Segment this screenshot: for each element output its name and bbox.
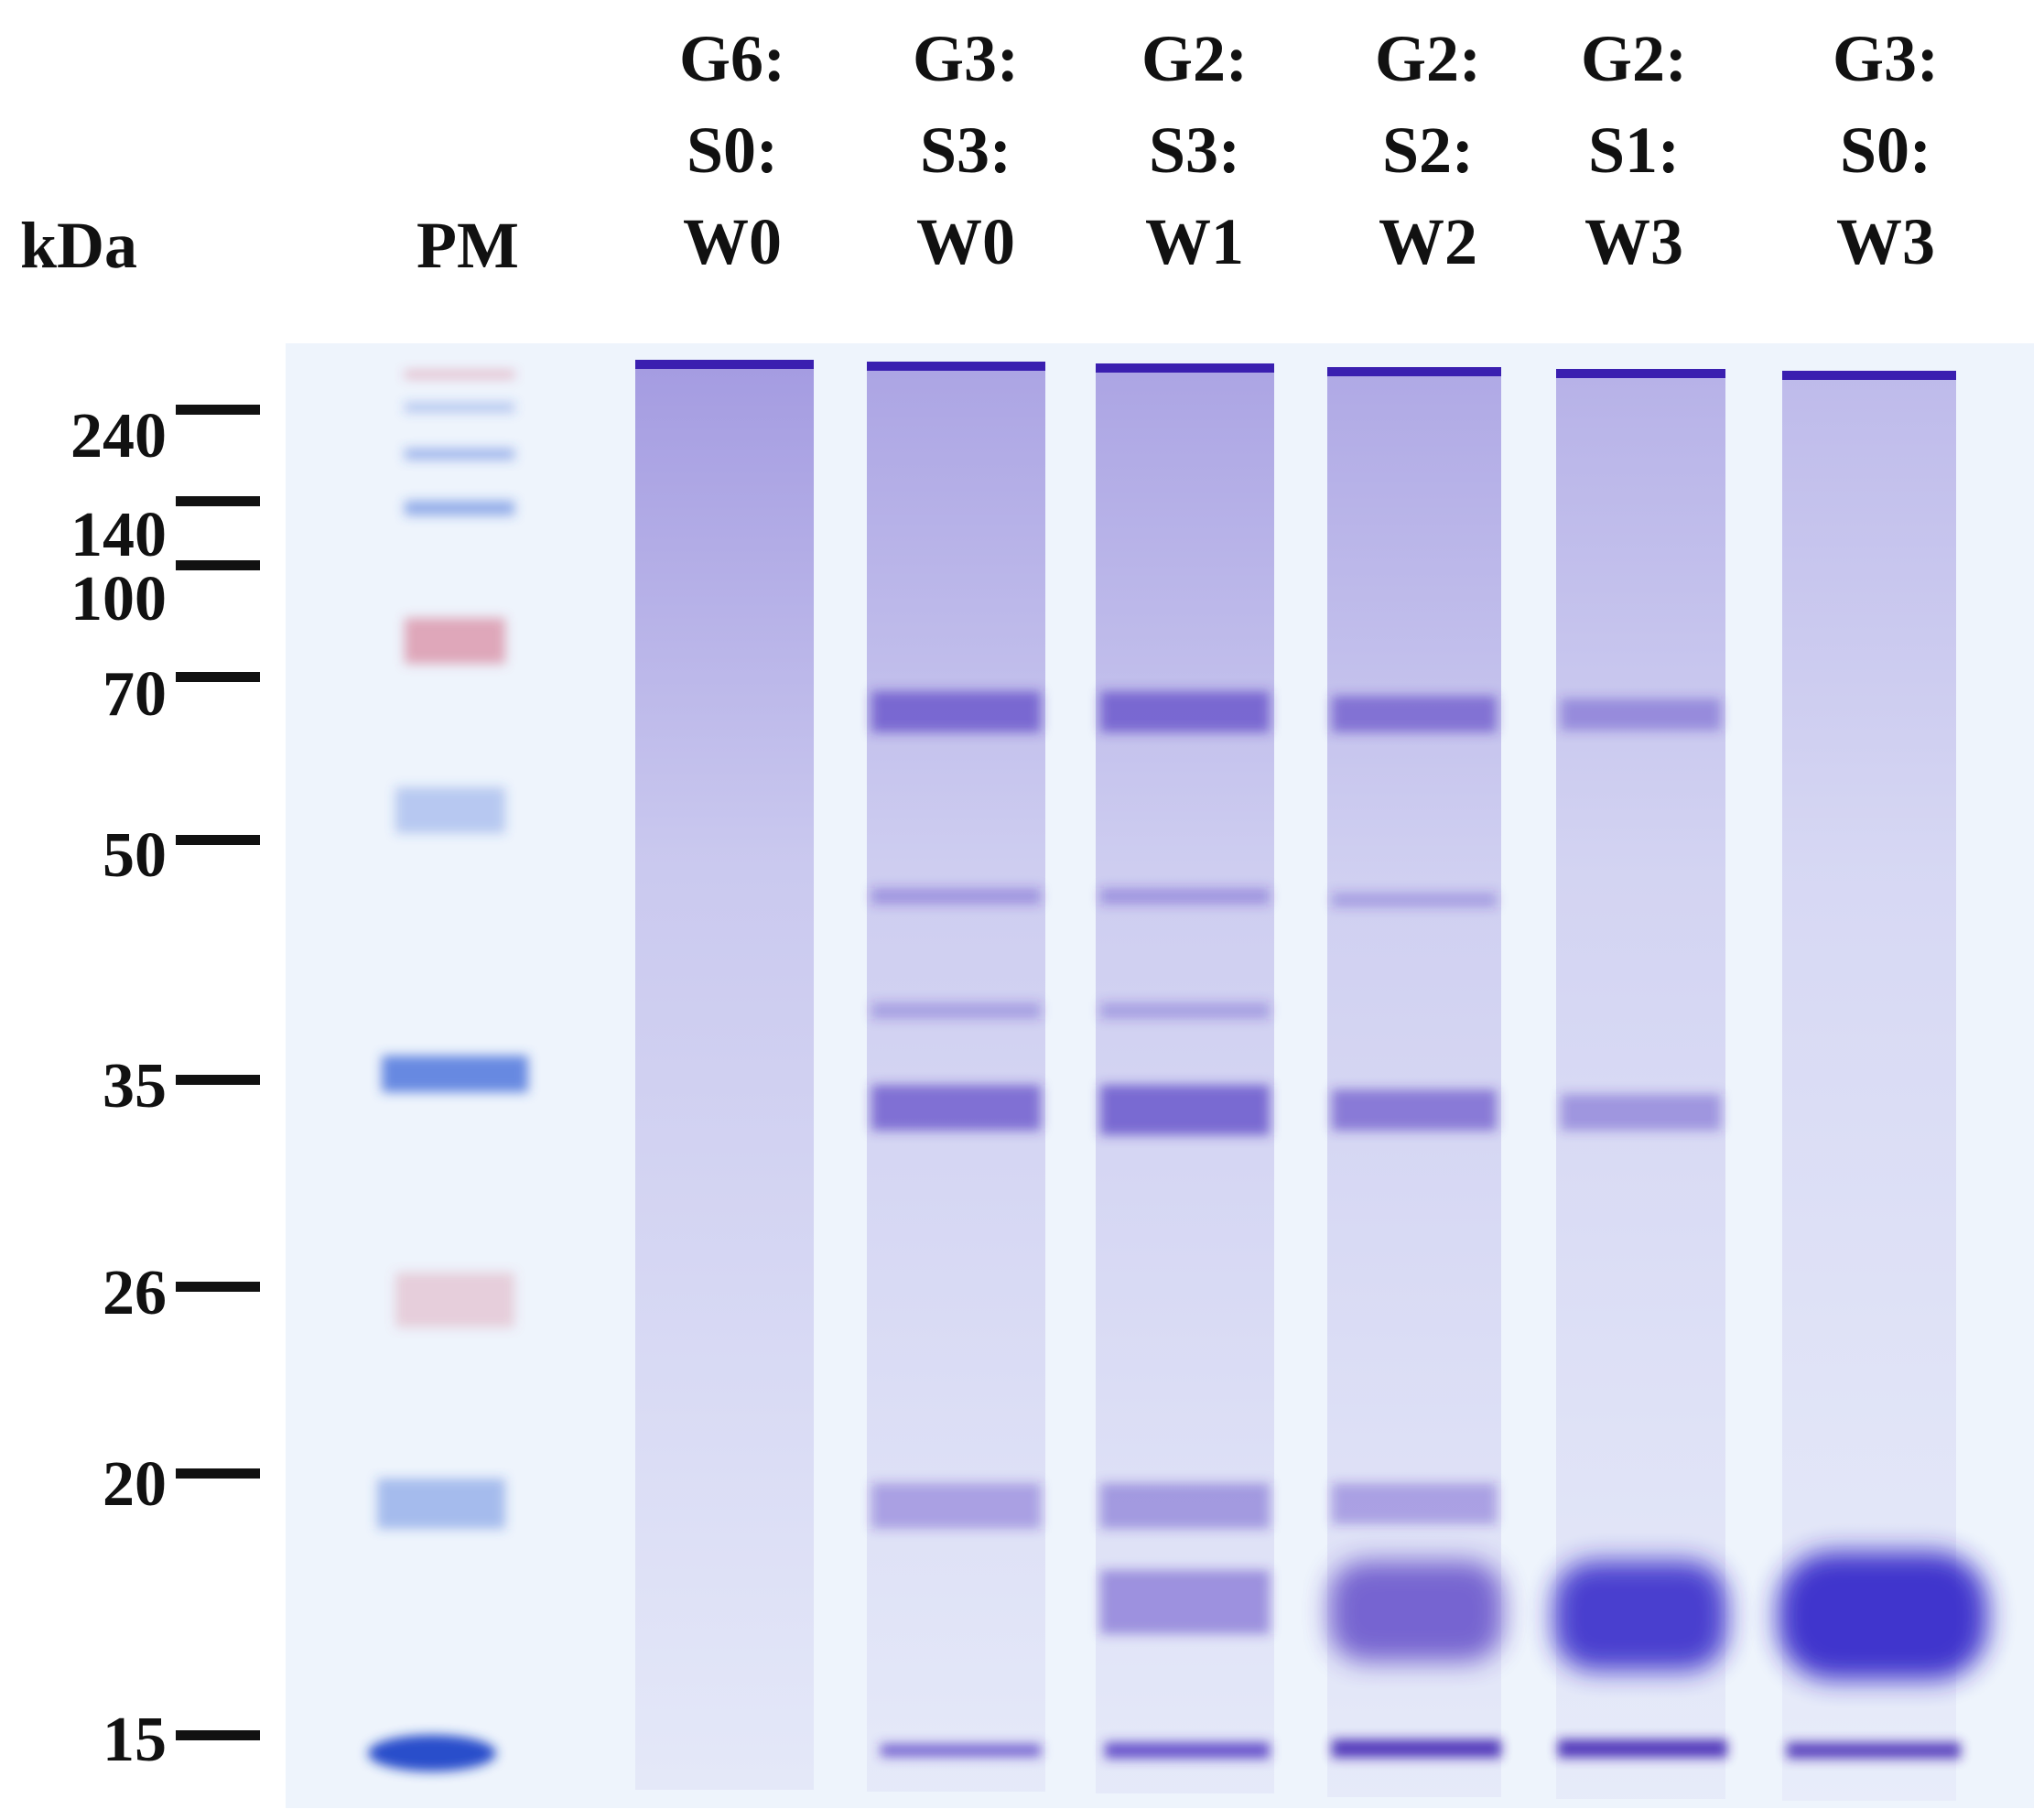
gel-image <box>286 343 2034 1808</box>
lane-header-line: W3 <box>1836 205 1935 278</box>
sample-lane-2 <box>867 362 1045 1792</box>
sample-lane-3 <box>1096 363 1274 1793</box>
lane-header-line: W0 <box>916 205 1015 278</box>
lane-header-line: S0: <box>1839 114 1932 187</box>
mw-tick <box>176 1468 260 1479</box>
lane-header-line: S1: <box>1587 114 1681 187</box>
mw-marker-value: 26 <box>103 1258 167 1328</box>
sample-lane-6 <box>1778 371 1988 1801</box>
mw-tick <box>176 835 260 845</box>
mw-marker-value: 70 <box>103 659 167 730</box>
mw-marker-100: 100 <box>0 549 265 632</box>
lane-header-line: G2: <box>1581 22 1687 95</box>
lane-header-4: G2: S2: W2 <box>1336 26 1519 300</box>
mw-marker-35: 35 <box>0 1055 265 1119</box>
mw-tick <box>176 496 260 506</box>
mw-marker-70: 70 <box>0 661 265 727</box>
mw-marker-value: 100 <box>70 564 167 634</box>
lane-header-1: G6: S0: W0 <box>641 26 824 300</box>
lane-header-3: G2: S3: W1 <box>1103 26 1286 300</box>
lane-header-line: G6: <box>679 22 785 95</box>
mw-marker-140: 140 <box>0 485 265 568</box>
lane-header-line: W3 <box>1584 205 1683 278</box>
mw-tick <box>176 1075 260 1085</box>
mw-marker-value: 35 <box>103 1051 167 1121</box>
lane-header-6: G3: S0: W3 <box>1794 26 1977 300</box>
lane-header-line: G3: <box>1833 22 1939 95</box>
lane-header-line: S3: <box>1148 114 1241 187</box>
lane-header-line: G3: <box>913 22 1019 95</box>
mw-marker-26: 26 <box>0 1262 265 1326</box>
marker-lane <box>368 371 528 1771</box>
lane-header-line: S0: <box>686 114 779 187</box>
mw-tick <box>176 1282 260 1292</box>
lane-header-line: S3: <box>919 114 1012 187</box>
sample-lane-5 <box>1553 369 1727 1799</box>
mw-marker-value: 15 <box>103 1705 167 1775</box>
mw-marker-50: 50 <box>0 824 265 888</box>
lane-header-5: G2: S1: W3 <box>1542 26 1725 300</box>
mw-marker-20: 20 <box>0 1453 265 1517</box>
lane-header-line: W1 <box>1145 205 1244 278</box>
lane-header-line: S2: <box>1381 114 1475 187</box>
sample-lane-1 <box>635 360 814 1790</box>
lane-header-line: W0 <box>683 205 782 278</box>
kda-axis-label: kDa <box>20 209 138 282</box>
mw-tick <box>176 1730 260 1740</box>
marker-lane-label: PM <box>416 209 519 282</box>
mw-marker-value: 240 <box>70 401 167 471</box>
lane-header-line: G2: <box>1375 22 1481 95</box>
mw-marker-value: 20 <box>103 1449 167 1520</box>
sample-lane-4 <box>1327 367 1503 1797</box>
mw-tick <box>176 405 260 415</box>
lane-header-2: G3: S3: W0 <box>874 26 1057 300</box>
lane-header-line: W2 <box>1379 205 1477 278</box>
mw-tick <box>176 560 260 570</box>
lane-header-line: G2: <box>1141 22 1248 95</box>
mw-marker-15: 15 <box>0 1708 265 1774</box>
mw-marker-value: 140 <box>70 500 167 570</box>
mw-marker-240: 240 <box>0 394 265 469</box>
mw-marker-value: 50 <box>103 820 167 891</box>
mw-tick <box>176 672 260 682</box>
